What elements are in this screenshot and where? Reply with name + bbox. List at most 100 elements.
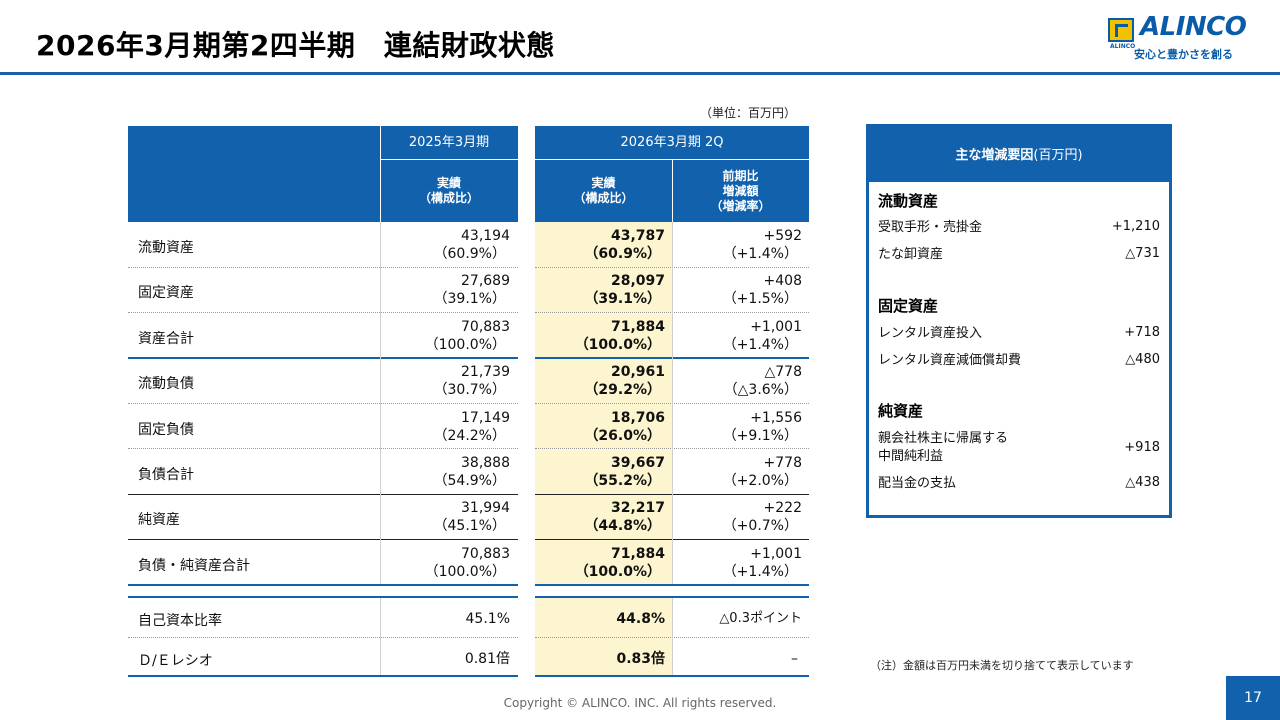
factor-item-label: 受取手形・売掛金 <box>878 220 983 235</box>
curr-value: 71,884 <box>610 546 665 562</box>
factor-item-value: +918 <box>1124 440 1160 455</box>
curr-value: 32,217 <box>610 500 665 516</box>
factor-item-label: 親会社株主に帰属する 中間純利益 <box>878 431 1009 464</box>
prev-ratio: （24.2%） <box>433 428 506 444</box>
factor-item-label: レンタル資産投入 <box>878 326 983 341</box>
row-separator <box>128 267 518 268</box>
curr-value: 18,706 <box>610 410 665 426</box>
prev-value: 70,883 <box>461 546 510 562</box>
page-title: 2026年3月期第2四半期 連結財政状態 <box>36 29 555 62</box>
row-label: 流動負債 <box>138 376 194 392</box>
prev-ratio: （54.9%） <box>433 473 506 489</box>
row-label: 純資産 <box>138 512 180 528</box>
row-separator <box>128 357 518 359</box>
factor-section-title: 固定資産 <box>878 297 939 315</box>
factor-item-label: 配当金の支払 <box>878 476 957 491</box>
footnote: （注）金額は百万円未満を切り捨てて表示しています <box>870 659 1134 672</box>
change-value: △778 <box>764 364 803 380</box>
header-divider <box>380 159 518 160</box>
ratio-change-value: – <box>791 651 798 667</box>
ratio-top-border <box>128 596 518 598</box>
factors-header: 主な増減要因 (百万円) <box>866 124 1172 182</box>
curr-ratio: （44.8%） <box>584 518 661 534</box>
factor-section-title: 流動資産 <box>878 192 939 210</box>
header-blank-cell <box>128 126 380 222</box>
prev-ratio: （39.1%） <box>433 291 506 307</box>
factors-title: 主な増減要因 <box>955 147 1034 163</box>
row-separator <box>128 584 518 586</box>
curr-ratio: （100.0%） <box>574 337 661 353</box>
change-rate: （△3.6%） <box>723 382 798 398</box>
change-value: +222 <box>763 500 802 516</box>
ratio-change-value: △0.3ポイント <box>719 611 802 626</box>
title-underline <box>0 72 1280 75</box>
prev-value: 17,149 <box>461 410 510 426</box>
header-curr-period: 2026年3月期 2Q <box>535 126 809 160</box>
factors-unit: (百万円) <box>1033 147 1083 163</box>
change-value: +1,001 <box>750 319 802 335</box>
row-separator <box>128 494 518 495</box>
factor-item-value: △731 <box>1125 246 1160 261</box>
ratio-label: 自己資本比率 <box>138 613 222 629</box>
alinco-mark-icon <box>1108 18 1134 42</box>
prev-value: 38,888 <box>461 455 510 471</box>
curr-ratio: （100.0%） <box>574 564 661 580</box>
header-prev-period: 2025年3月期 <box>380 126 518 160</box>
curr-ratio: （60.9%） <box>584 246 661 262</box>
copyright: Copyright © ALINCO. INC. All rights rese… <box>503 696 777 710</box>
ratio-top-border <box>535 596 809 598</box>
factor-item-label: たな卸資産 <box>878 247 944 262</box>
change-value: +592 <box>763 228 802 244</box>
factor-item-value: +1,210 <box>1111 219 1160 234</box>
ratio-label: Ｄ/Ｅレシオ <box>138 653 213 669</box>
ratio-curr-value: 0.83倍 <box>616 651 665 667</box>
row-label: 固定負債 <box>138 422 194 438</box>
ratio-bottom-border <box>128 675 518 677</box>
row-separator <box>535 584 809 586</box>
curr-value: 20,961 <box>610 364 665 380</box>
change-value: +1,001 <box>750 546 802 562</box>
curr-value: 39,667 <box>610 455 665 471</box>
curr-value: 28,097 <box>610 273 665 289</box>
header-divider <box>380 126 381 222</box>
prev-ratio: （30.7%） <box>433 382 506 398</box>
prev-value: 31,994 <box>461 500 510 516</box>
row-label: 資産合計 <box>138 331 194 347</box>
column-divider <box>672 598 673 675</box>
prev-value: 43,194 <box>461 228 510 244</box>
ratio-prev-value: 45.1% <box>465 611 510 627</box>
factor-item-value: △438 <box>1125 475 1160 490</box>
factors-panel <box>866 124 1172 518</box>
change-rate: （+1.4%） <box>722 337 798 353</box>
change-rate: （+1.4%） <box>722 246 798 262</box>
row-separator <box>128 403 518 404</box>
row-label: 負債合計 <box>138 467 194 483</box>
row-label: 流動資産 <box>138 240 194 256</box>
row-label: 固定資産 <box>138 285 194 301</box>
row-separator <box>128 448 518 449</box>
factor-item-value: △480 <box>1125 352 1160 367</box>
prev-ratio: （60.9%） <box>433 246 506 262</box>
page-number: 17 <box>1226 676 1280 720</box>
prev-value: 21,739 <box>461 364 510 380</box>
curr-value: 71,884 <box>610 319 665 335</box>
ratio-prev-value: 0.81倍 <box>464 651 510 667</box>
column-divider <box>380 598 381 675</box>
change-value: +408 <box>763 273 802 289</box>
change-rate: （+1.4%） <box>722 564 798 580</box>
ratio-bottom-border <box>535 675 809 677</box>
header-yoy-change: 前期比 増減額 （増減率） <box>672 160 809 222</box>
header-curr-actual: 実績 （構成比） <box>535 160 672 222</box>
factor-item-value: +718 <box>1124 325 1160 340</box>
change-rate: （+1.5%） <box>722 291 798 307</box>
change-rate: （+2.0%） <box>722 473 798 489</box>
row-separator <box>128 312 518 313</box>
prev-value: 27,689 <box>461 273 510 289</box>
factor-item-label: レンタル資産減価償却費 <box>878 353 1022 368</box>
unit-label: （単位：百万円） <box>700 106 797 120</box>
prev-ratio: （100.0%） <box>424 337 506 353</box>
prev-ratio: （100.0%） <box>424 564 506 580</box>
alinco-logo: ALINCO ALINCO 安心と豊かさを創る <box>1106 12 1256 62</box>
logo-small-text: ALINCO <box>1110 43 1136 50</box>
change-value: +778 <box>763 455 802 471</box>
